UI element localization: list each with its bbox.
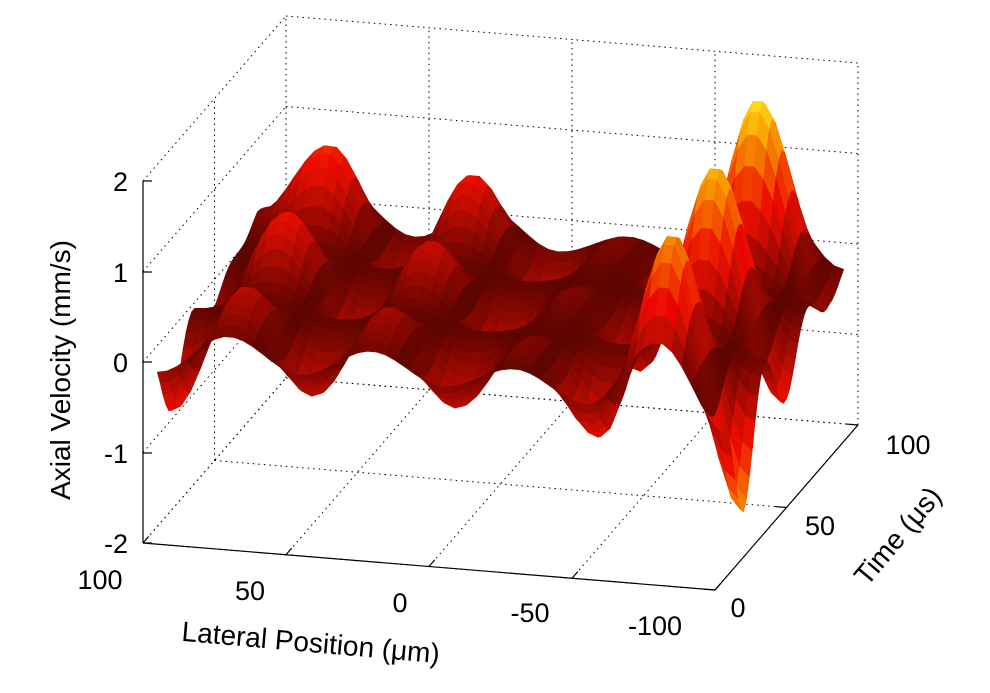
x-axis-label: Lateral Position (μm)	[181, 616, 442, 669]
x-tick-mark	[428, 559, 436, 567]
surface-patch	[719, 431, 733, 459]
y-tick-mark	[703, 588, 716, 591]
x-tick-label: 100	[77, 565, 122, 595]
grid-line	[142, 106, 287, 272]
x-tick-label: 0	[392, 588, 407, 618]
y-tick-mark	[846, 423, 859, 426]
z-ticks: 2 1 0 -1 -2	[104, 167, 152, 559]
z-tick-label: -1	[104, 439, 128, 469]
x-tick-label: 50	[235, 576, 265, 606]
y-tick-label: 0	[730, 593, 745, 623]
axes	[142, 181, 859, 591]
x-tick-label: -50	[510, 598, 549, 628]
x-tick-mark	[142, 536, 150, 544]
z-axis-label: Axial Velocity (mm/s)	[45, 240, 76, 500]
grid-line	[142, 15, 287, 182]
y-ticks: 0 50 100	[730, 430, 930, 623]
z-tick-label: 2	[113, 167, 128, 197]
grid-line	[285, 15, 859, 64]
x-ticks: 100 50 0 -50 -100	[77, 565, 682, 641]
y-tick-mark	[775, 505, 787, 509]
grid-line	[571, 412, 716, 579]
grid-line	[285, 389, 430, 556]
grid-line	[214, 460, 787, 508]
grid-line	[142, 377, 287, 544]
x-tick-mark	[285, 547, 293, 556]
z-tick-label: 0	[113, 348, 128, 378]
grid-line	[285, 106, 859, 154]
grid-line	[428, 401, 573, 567]
z-tick-label: -2	[104, 529, 128, 559]
y-axis-label: Time (μs)	[848, 481, 947, 591]
y-tick-label: 50	[805, 511, 835, 541]
y-tick-label: 100	[885, 430, 930, 460]
x-tick-label: -100	[628, 611, 682, 641]
x-tick-mark	[714, 583, 722, 591]
surface-plot	[156, 100, 845, 513]
x-tick-mark	[571, 571, 579, 579]
grid-line	[285, 196, 859, 245]
z-tick-label: 1	[113, 258, 128, 288]
